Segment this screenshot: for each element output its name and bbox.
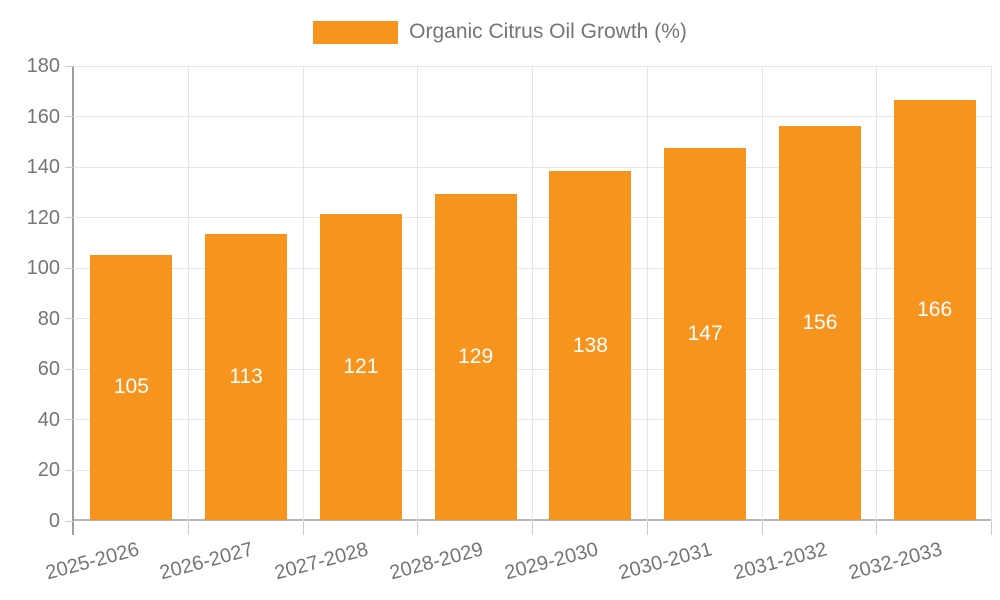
- h-gridline: [74, 116, 992, 118]
- x-axis-category-label: 2029-2030: [502, 538, 601, 585]
- bar[interactable]: 129: [434, 193, 517, 520]
- v-gridline: [876, 66, 877, 521]
- bar-value-label: 105: [113, 375, 149, 399]
- x-axis-category-label: 2027-2028: [272, 538, 371, 585]
- y-axis-line: [72, 66, 74, 535]
- bar[interactable]: 121: [319, 214, 402, 520]
- x-axis-tick: [417, 521, 418, 535]
- bar[interactable]: 105: [90, 254, 173, 520]
- x-axis-tick: [303, 521, 304, 535]
- y-axis-tick-label: 20: [37, 459, 60, 482]
- bar[interactable]: 138: [549, 171, 632, 520]
- x-axis-tick: [876, 521, 877, 535]
- y-axis-tick-label: 120: [26, 206, 60, 229]
- h-gridline: [74, 469, 992, 471]
- x-axis-tick: [647, 521, 648, 535]
- bar[interactable]: 166: [893, 100, 976, 520]
- x-axis-tick: [762, 521, 763, 535]
- bar[interactable]: 113: [205, 234, 288, 520]
- v-gridline: [762, 66, 763, 521]
- bar-value-label: 129: [458, 344, 494, 368]
- y-axis-tick: [65, 217, 74, 219]
- y-axis-tick-label: 60: [37, 358, 60, 381]
- bar[interactable]: 156: [778, 125, 861, 520]
- y-axis-tick: [65, 166, 74, 168]
- y-axis-tick-label: 80: [37, 307, 60, 330]
- h-gridline: [74, 267, 992, 269]
- h-gridline: [74, 368, 992, 370]
- bar-value-label: 121: [343, 355, 379, 379]
- y-axis-tick: [65, 368, 74, 370]
- h-gridline: [74, 318, 992, 320]
- x-axis-tick: [991, 521, 992, 535]
- y-axis-tick: [65, 520, 74, 522]
- y-axis-tick: [65, 419, 74, 421]
- v-gridline: [532, 66, 533, 521]
- x-axis-category-label: 2025-2026: [43, 538, 142, 585]
- x-axis-category-label: 2031-2032: [731, 538, 830, 585]
- v-gridline: [647, 66, 648, 521]
- bar-value-label: 138: [572, 333, 608, 357]
- y-axis-tick-label: 180: [26, 55, 60, 77]
- x-axis-category-label: 2026-2027: [157, 538, 256, 585]
- y-axis-tick-label: 0: [48, 510, 60, 532]
- legend: Organic Citrus Oil Growth (%): [0, 20, 1000, 44]
- x-axis-category-label: 2032-2033: [846, 538, 945, 585]
- y-axis-tick: [65, 116, 74, 118]
- h-gridline: [74, 419, 992, 421]
- v-gridline: [991, 66, 992, 521]
- y-axis-tick: [65, 469, 74, 471]
- y-axis-tick-label: 100: [26, 257, 60, 280]
- v-gridline: [417, 66, 418, 521]
- bar-value-label: 166: [917, 298, 953, 322]
- legend-label: Organic Citrus Oil Growth (%): [409, 20, 687, 43]
- h-gridline: [74, 166, 992, 168]
- y-axis-tick-label: 40: [37, 408, 60, 431]
- x-axis-baseline: [74, 519, 992, 521]
- bar-value-label: 113: [229, 365, 263, 389]
- x-axis-tick: [188, 521, 189, 535]
- v-gridline: [188, 66, 189, 521]
- y-axis-tick-label: 140: [26, 156, 60, 179]
- plot-area: 105 113 121 129 138 147 156 166: [65, 65, 992, 535]
- h-gridline: [74, 217, 992, 219]
- y-axis-tick-label: 160: [26, 105, 60, 128]
- bar-value-label: 156: [802, 310, 838, 334]
- y-axis-tick: [65, 318, 74, 320]
- bar-value-label: 147: [687, 322, 723, 346]
- x-axis-tick: [532, 521, 533, 535]
- y-axis-tick: [65, 65, 74, 67]
- bar[interactable]: 147: [664, 148, 747, 520]
- v-gridline: [303, 66, 304, 521]
- h-gridline: [74, 65, 992, 67]
- x-axis-category-label: 2030-2031: [616, 538, 715, 585]
- y-axis-tick: [65, 267, 74, 269]
- x-axis-category-label: 2028-2029: [387, 538, 486, 585]
- legend-swatch: [313, 20, 399, 44]
